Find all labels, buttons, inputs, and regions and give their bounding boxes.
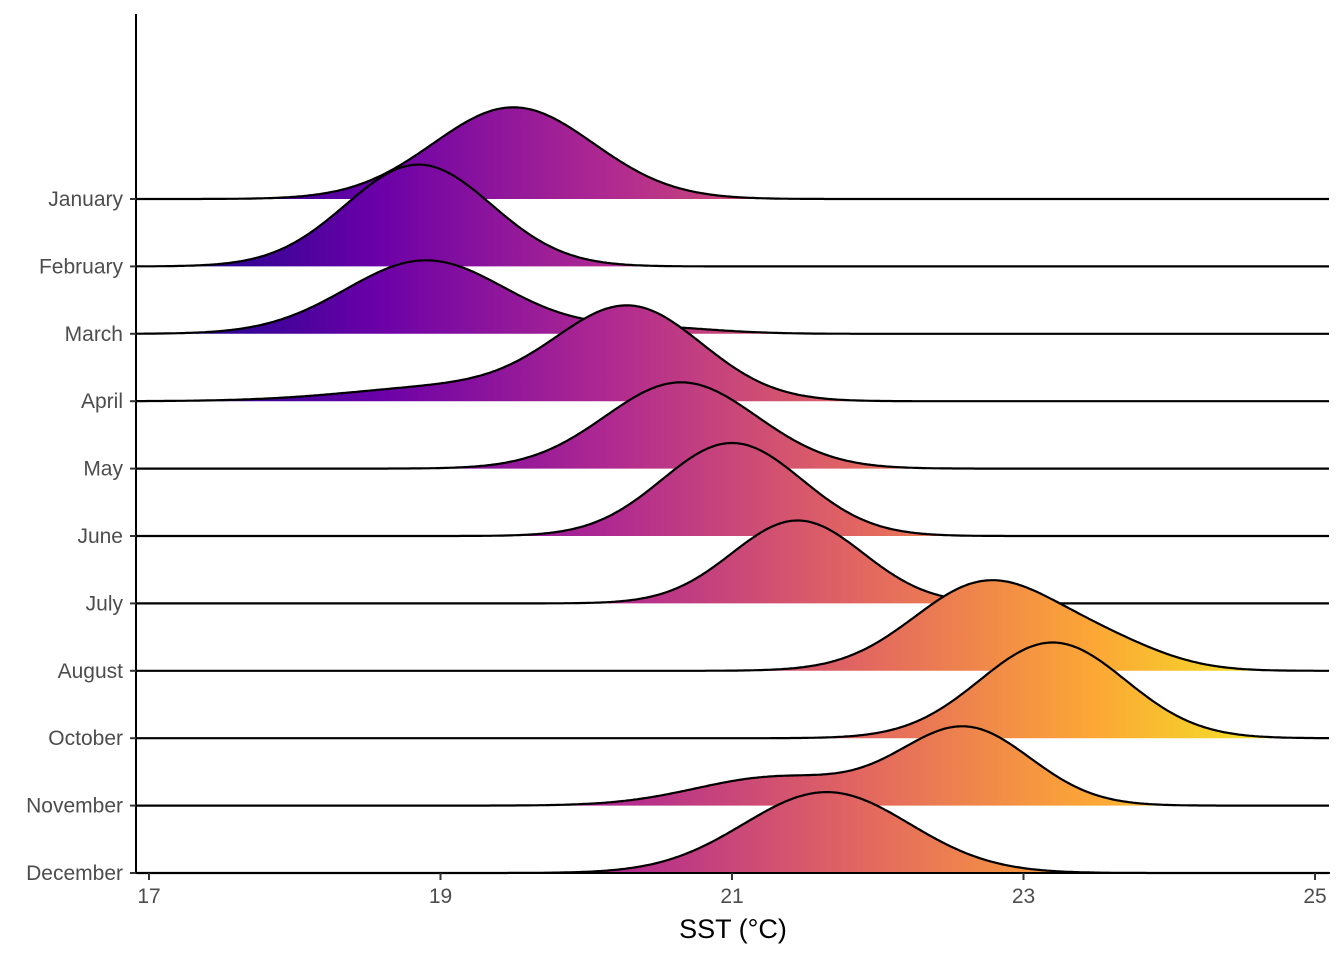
y-axis-ticks: January February March April May June July Augu… (26, 188, 136, 885)
x-tick-label: 17 (137, 885, 160, 908)
ridge-line-january (137, 106, 1329, 201)
ridge-area-december (137, 792, 1330, 873)
ridge-may (137, 381, 1330, 470)
y-tick-label: December (26, 862, 123, 885)
ridge-october (137, 641, 1330, 740)
ridge-june (137, 441, 1330, 538)
y-tick-label: February (39, 255, 124, 278)
ridge-area-november (137, 726, 1330, 806)
y-tick-label: July (86, 592, 124, 615)
x-axis-title: SST (°C) (679, 914, 787, 944)
y-tick-label: March (65, 323, 123, 346)
ridge-area-february (137, 164, 1330, 267)
ridge-november (137, 725, 1330, 807)
ridge-line-march (137, 259, 1329, 335)
y-tick-label: August (58, 660, 124, 683)
ridge-area-october (137, 642, 1330, 739)
x-tick-label: 25 (1303, 885, 1326, 908)
ridge-line-february (137, 163, 1329, 268)
x-tick-label: 19 (429, 885, 452, 908)
ridge-july (137, 519, 1330, 605)
y-tick-label: May (83, 458, 123, 481)
y-tick-label: November (26, 795, 123, 818)
ridge-line-july (137, 519, 1329, 605)
ridges-group (137, 106, 1330, 875)
ridge-line-october (137, 641, 1329, 740)
ridge-line-june (137, 441, 1329, 538)
ridge-area-july (137, 520, 1330, 604)
ridge-april (137, 304, 1330, 403)
ridge-area-march (137, 260, 1330, 334)
x-tick-label: 21 (720, 885, 743, 908)
ridge-january (137, 106, 1330, 201)
y-tick-label: April (81, 390, 123, 413)
y-tick-label: October (48, 727, 123, 750)
ridge-area-january (137, 107, 1330, 199)
ridge-line-august (137, 579, 1329, 672)
y-tick-label: June (77, 525, 123, 548)
ridge-february (137, 163, 1330, 268)
ridge-march (137, 259, 1330, 335)
ridge-area-may (137, 382, 1330, 469)
x-axis-ticks: 17 19 21 23 25 (137, 873, 1327, 908)
y-tick-label: January (48, 188, 123, 211)
ridge-area-june (137, 443, 1330, 536)
ridge-line-may (137, 381, 1329, 470)
ridge-line-april (137, 304, 1329, 403)
ridge-area-april (137, 305, 1330, 402)
x-tick-label: 23 (1012, 885, 1035, 908)
ridge-line-november (137, 725, 1329, 807)
